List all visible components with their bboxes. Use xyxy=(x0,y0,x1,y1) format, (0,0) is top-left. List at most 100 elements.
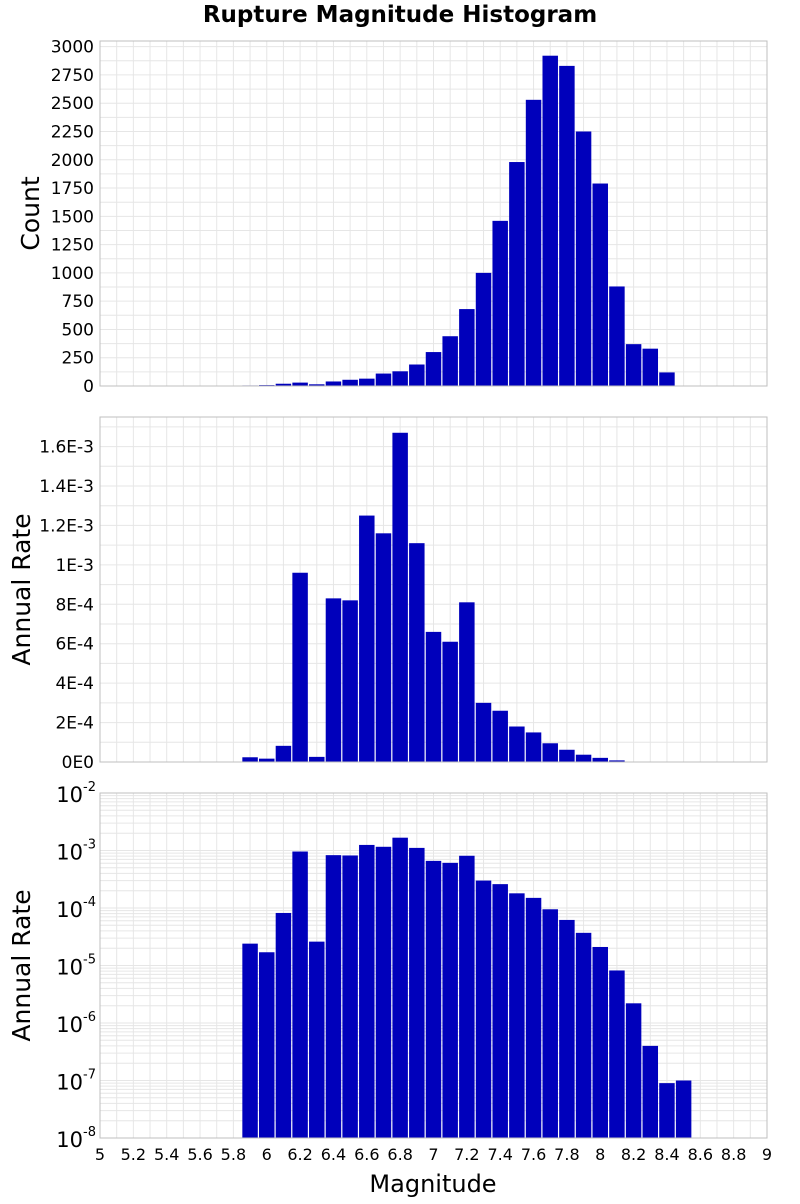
panel-1-y-tick-label: 1250 xyxy=(51,236,94,256)
panel-2-y-tick-label: 1.6E-3 xyxy=(39,438,94,458)
panel-1-bar xyxy=(359,379,374,386)
x-tick-label: 5.6 xyxy=(187,1145,212,1164)
panel-1-y-axis-label: Count xyxy=(16,176,45,250)
panel-3-bar xyxy=(609,970,624,1138)
x-axis-label: Magnitude xyxy=(369,1170,496,1198)
panel-1-bar xyxy=(326,381,341,386)
panel-1-bar xyxy=(593,184,608,386)
panel-1-y-tick-label: 750 xyxy=(62,292,94,312)
panel-3-bar xyxy=(392,838,407,1138)
panel-2-bar xyxy=(526,732,541,762)
panel-3-y-tick-label: 10-6 xyxy=(56,1010,96,1037)
panel-2-y-axis-label: Annual Rate xyxy=(7,513,36,665)
x-tick-label: 6 xyxy=(262,1145,272,1164)
panel-2-y-tick-label: 1E-3 xyxy=(55,556,94,576)
panel-3-bar xyxy=(359,845,374,1138)
panel-1-y-tick-label: 0 xyxy=(83,377,94,397)
panel-1-y-tick-label: 500 xyxy=(62,320,94,340)
panel-3-y-tick-label: 10-4 xyxy=(56,895,96,922)
panel-1-bar xyxy=(542,56,557,386)
x-tick-label: 8 xyxy=(595,1145,605,1164)
panel-1-bar xyxy=(492,221,507,386)
panel-2-bar xyxy=(542,743,557,762)
panel-3-y-tick-label: 10-8 xyxy=(56,1125,96,1152)
x-tick-label: 6.2 xyxy=(287,1145,312,1164)
panel-2-bar xyxy=(376,533,391,762)
panel-3-y-tick-label: 10-5 xyxy=(56,953,96,980)
x-tick-label: 7.4 xyxy=(487,1145,512,1164)
panel-2-bar xyxy=(259,759,274,762)
panel-1-bar xyxy=(559,66,574,386)
x-tick-label: 8.6 xyxy=(688,1145,713,1164)
panel-2-bar xyxy=(509,727,524,762)
panel-3-bar xyxy=(526,898,541,1138)
panel-1-y-tick-label: 3000 xyxy=(51,38,94,58)
panel-3-bar xyxy=(593,947,608,1138)
panel-2-bar xyxy=(242,757,257,762)
panel-2-bar xyxy=(276,746,291,762)
panel-1-y-tick-label: 2000 xyxy=(51,151,94,171)
panel-1-y-tick-label: 2500 xyxy=(51,94,94,114)
panel-2-bar xyxy=(492,711,507,762)
panel-1-bar xyxy=(526,100,541,386)
x-tick-label: 5 xyxy=(95,1145,105,1164)
x-tick-label: 6.4 xyxy=(321,1145,346,1164)
panel-3-bar xyxy=(542,909,557,1138)
x-tick-label: 7.8 xyxy=(554,1145,579,1164)
panel-1-bar xyxy=(342,380,357,386)
panel-1-y-tick-label: 2250 xyxy=(51,122,94,142)
x-tick-label: 5.4 xyxy=(154,1145,179,1164)
panel-1-bar xyxy=(392,371,407,386)
panel-3-bar xyxy=(676,1081,691,1139)
x-tick-label: 7.6 xyxy=(521,1145,546,1164)
panel-2-y-tick-label: 8E-4 xyxy=(55,595,94,615)
x-tick-label: 5.8 xyxy=(221,1145,246,1164)
panel-1-bar xyxy=(643,349,658,386)
panel-2-bar xyxy=(576,755,591,762)
panel-2-bar xyxy=(359,516,374,762)
panel-1-y-tick-label: 1000 xyxy=(51,264,94,284)
panel-3-bar xyxy=(459,856,474,1138)
panel-3-bar xyxy=(376,847,391,1138)
panel-1-y-tick-label: 1750 xyxy=(51,179,94,199)
panel-3-bar xyxy=(509,893,524,1138)
panel-3-y-tick-label: 10-2 xyxy=(56,780,96,807)
panel-3-y-tick-label: 10-3 xyxy=(56,838,96,865)
x-tick-label: 7 xyxy=(428,1145,438,1164)
panel-3-bar xyxy=(342,855,357,1138)
panel-2-bar xyxy=(342,600,357,762)
x-tick-label: 5.2 xyxy=(121,1145,146,1164)
panel-3-bar xyxy=(442,863,457,1138)
panel-2-y-tick-label: 4E-4 xyxy=(55,674,94,694)
panel-1-y-tick-label: 1500 xyxy=(51,207,94,227)
panel-2-bar xyxy=(326,598,341,762)
panel-1-y-tick-label: 2750 xyxy=(51,66,94,86)
panel-2-bar xyxy=(309,757,324,762)
x-tick-label: 7.2 xyxy=(454,1145,479,1164)
panel-2-bar xyxy=(292,573,307,762)
panel-3-bar xyxy=(259,952,274,1138)
x-tick-label: 9 xyxy=(762,1145,772,1164)
panel-2-y-tick-label: 1.4E-3 xyxy=(39,477,94,497)
panel-3-bar xyxy=(426,861,441,1138)
panel-2-bar xyxy=(392,433,407,762)
panel-1-bar xyxy=(626,344,641,386)
panel-2-bar xyxy=(459,602,474,762)
x-tick-label: 8.4 xyxy=(654,1145,679,1164)
chart-title: Rupture Magnitude Histogram xyxy=(203,2,597,28)
panel-1-bar xyxy=(292,383,307,386)
panel-2-bar xyxy=(426,632,441,762)
x-tick-label: 8.8 xyxy=(721,1145,746,1164)
panel-3-bar xyxy=(292,852,307,1138)
panel-2-bar xyxy=(409,543,424,762)
panel-3-bar xyxy=(409,848,424,1138)
panel-1-bar xyxy=(609,286,624,386)
panel-1-bar xyxy=(459,309,474,386)
panel-1-bar xyxy=(659,372,674,386)
panel-2-bar xyxy=(559,750,574,762)
panel-1-bar xyxy=(442,336,457,386)
panel-3-bar xyxy=(476,881,491,1138)
panel-1-bar xyxy=(409,365,424,386)
panel-1-bar xyxy=(426,352,441,386)
